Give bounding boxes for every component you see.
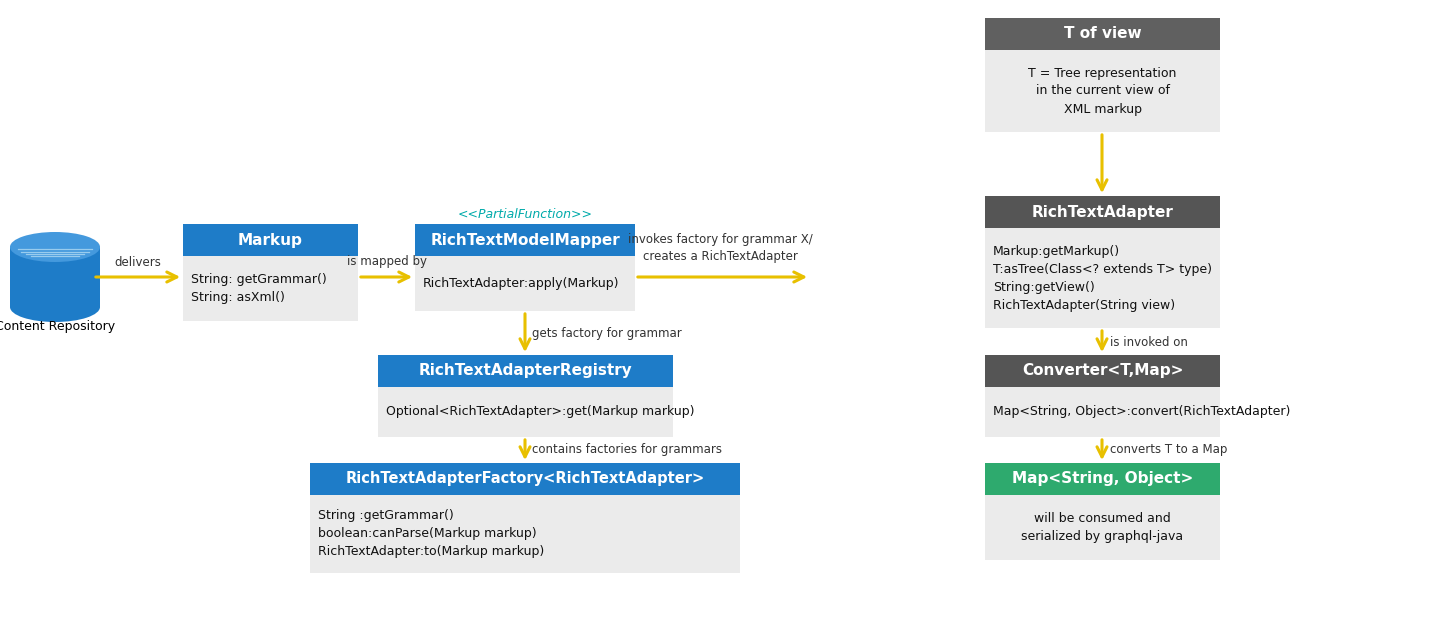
Bar — [415, 224, 634, 256]
Bar — [415, 256, 634, 311]
Text: RichTextAdapterFactory<RichTextAdapter>: RichTextAdapterFactory<RichTextAdapter> — [346, 472, 705, 487]
Text: String :getGrammar()
boolean:canParse(Markup markup)
RichTextAdapter:to(Markup m: String :getGrammar() boolean:canParse(Ma… — [319, 510, 544, 558]
Bar — [985, 387, 1220, 437]
Ellipse shape — [10, 232, 99, 262]
Bar — [985, 196, 1220, 228]
Bar — [310, 463, 740, 495]
Text: gets factory for grammar: gets factory for grammar — [532, 327, 682, 339]
Text: Content Repository: Content Repository — [0, 320, 115, 333]
Text: Markup: Markup — [238, 232, 303, 248]
Text: T = Tree representation
in the current view of
XML markup: T = Tree representation in the current v… — [1028, 66, 1177, 115]
Text: Optional<RichTextAdapter>:get(Markup markup): Optional<RichTextAdapter>:get(Markup mar… — [386, 406, 695, 418]
Bar — [378, 387, 673, 437]
Bar — [985, 495, 1220, 560]
Text: RichTextAdapter:apply(Markup): RichTextAdapter:apply(Markup) — [423, 277, 620, 290]
Text: RichTextAdapter: RichTextAdapter — [1031, 204, 1174, 220]
Bar — [10, 247, 99, 307]
Text: will be consumed and
serialized by graphql-java: will be consumed and serialized by graph… — [1021, 512, 1184, 543]
Bar — [985, 463, 1220, 495]
Text: converts T to a Map: converts T to a Map — [1110, 444, 1227, 456]
Text: contains factories for grammars: contains factories for grammars — [532, 444, 722, 456]
Bar — [183, 224, 358, 256]
Text: is invoked on: is invoked on — [1110, 335, 1188, 349]
Text: T of view: T of view — [1064, 27, 1141, 42]
Bar — [310, 495, 740, 573]
Text: Markup:getMarkup()
T:asTree(Class<? extends T> type)
String:getView()
RichTextAd: Markup:getMarkup() T:asTree(Class<? exte… — [994, 244, 1211, 311]
Text: delivers: delivers — [114, 256, 162, 268]
Text: String: getGrammar()
String: asXml(): String: getGrammar() String: asXml() — [190, 273, 327, 304]
Text: invokes factory for grammar X/
creates a RichTextAdapter: invokes factory for grammar X/ creates a… — [627, 233, 812, 263]
Text: Map<String, Object>:convert(RichTextAdapter): Map<String, Object>:convert(RichTextAdap… — [994, 406, 1291, 418]
Ellipse shape — [10, 292, 99, 322]
Text: RichTextAdapterRegistry: RichTextAdapterRegistry — [418, 363, 633, 379]
Bar — [985, 228, 1220, 328]
Text: Converter<T,Map>: Converter<T,Map> — [1022, 363, 1184, 379]
Text: <<PartialFunction>>: <<PartialFunction>> — [457, 208, 593, 220]
Bar — [378, 355, 673, 387]
Text: is mapped by: is mapped by — [348, 256, 427, 268]
Bar — [985, 18, 1220, 50]
Bar — [985, 50, 1220, 132]
Bar — [985, 355, 1220, 387]
Text: RichTextModelMapper: RichTextModelMapper — [430, 232, 620, 248]
Bar — [183, 256, 358, 321]
Text: Map<String, Object>: Map<String, Object> — [1012, 472, 1193, 487]
